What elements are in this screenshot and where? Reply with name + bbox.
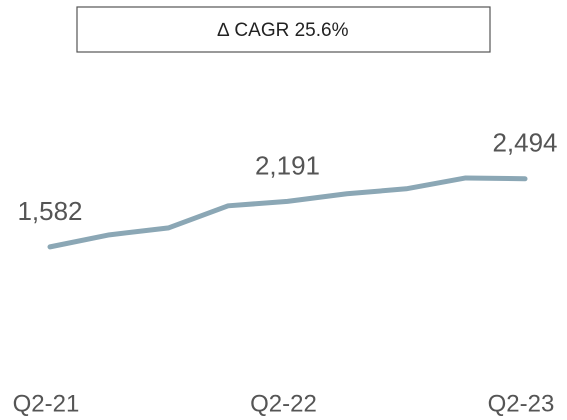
- x-tick-label: Q2-22: [250, 390, 317, 417]
- annotation-box: [76, 6, 491, 53]
- data-label: 2,191: [255, 150, 320, 180]
- x-tick-label: Q2-21: [13, 390, 80, 417]
- data-label: 1,582: [17, 196, 82, 226]
- line: [47, 175, 528, 250]
- annotation: ∆ CAGR 25.6%: [218, 20, 349, 41]
- data-label: 2,494: [492, 128, 557, 158]
- x-tick-label: Q2-23: [488, 390, 555, 417]
